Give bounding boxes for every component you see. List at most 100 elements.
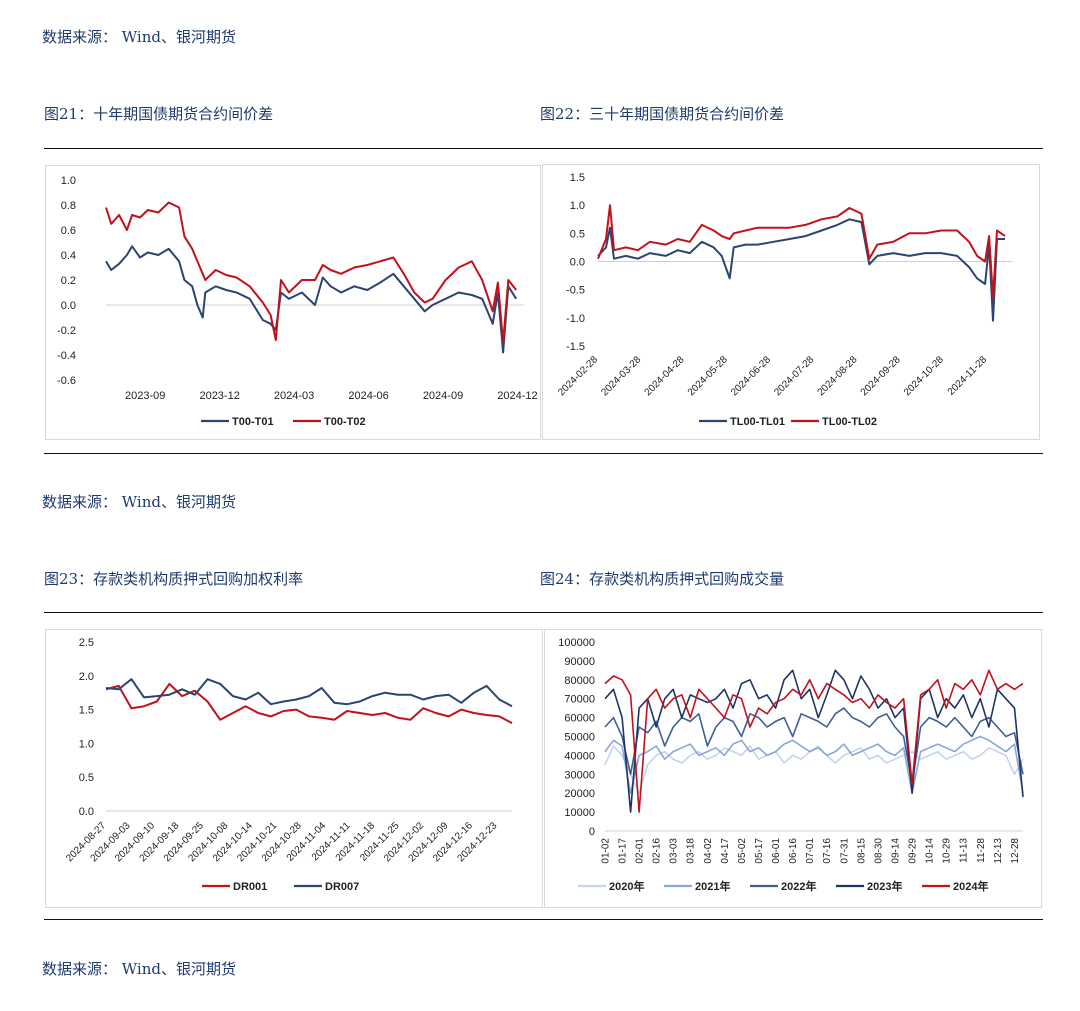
x-tick-label: 2024-03 bbox=[274, 390, 314, 402]
legend-label: TL00-TL01 bbox=[730, 416, 785, 428]
y-tick-label: 1.5 bbox=[570, 172, 585, 184]
top-rule-1 bbox=[44, 148, 1043, 149]
legend-label: DR007 bbox=[325, 881, 359, 893]
y-tick-label: 2.5 bbox=[79, 637, 94, 649]
legend-label: T00-T02 bbox=[324, 416, 366, 428]
y-tick-label: 20000 bbox=[564, 788, 595, 800]
legend-label: 2022年 bbox=[781, 879, 816, 893]
y-tick-label: -0.4 bbox=[57, 350, 76, 362]
x-tick-label: 2023-09 bbox=[125, 390, 165, 402]
y-tick-label: 0.0 bbox=[570, 257, 585, 269]
y-tick-label: 2.0 bbox=[79, 671, 94, 683]
y-tick-label: 1.0 bbox=[79, 738, 94, 750]
x-tick-label: 08-15 bbox=[856, 838, 867, 864]
series-line-2024年 bbox=[604, 669, 1024, 813]
series-line-T00-T02 bbox=[105, 201, 517, 344]
x-tick-label: 2024-12 bbox=[497, 390, 537, 402]
chart-panel-24: 100000 90000 80000 70000 60000 50000 40000 3000… bbox=[544, 629, 1042, 908]
x-tick-label: 09-14 bbox=[890, 838, 901, 864]
y-tick-label: 10000 bbox=[564, 807, 595, 819]
x-tick-label: 2023-12 bbox=[199, 390, 239, 402]
legend-label: DR001 bbox=[233, 881, 267, 893]
x-tick-label: 2024-05-28 bbox=[686, 354, 730, 398]
x-tick-label: 2024-04-28 bbox=[643, 354, 687, 398]
chart-24: 1000009000080000700006000050000400003000… bbox=[558, 637, 1024, 893]
y-tick-label: 1.0 bbox=[61, 175, 76, 187]
x-tick-label: 09-29 bbox=[908, 838, 919, 864]
y-tick-label: 70000 bbox=[564, 694, 595, 706]
x-tick-label: 03-18 bbox=[686, 838, 697, 864]
x-tick-label: 04-17 bbox=[720, 838, 731, 864]
legend-label: 2021年 bbox=[695, 879, 730, 893]
x-tick-label: 05-17 bbox=[754, 838, 765, 864]
y-tick-label: 1.5 bbox=[79, 705, 94, 717]
y-tick-label: 50000 bbox=[564, 732, 595, 744]
legend-label: T00-T01 bbox=[232, 416, 274, 428]
figure-24-title: 图24：存款类机构质押式回购成交量 bbox=[540, 570, 785, 588]
series-line-DR007 bbox=[105, 678, 513, 708]
y-tick-label: 80000 bbox=[564, 675, 595, 687]
x-tick-label: 06-01 bbox=[771, 838, 782, 864]
series-line-2021年 bbox=[604, 735, 1024, 794]
x-tick-label: 2024-03-28 bbox=[599, 354, 643, 398]
series-line-2022年 bbox=[604, 707, 1024, 785]
y-tick-label: 90000 bbox=[564, 656, 595, 668]
chart-panel-21: 1.0 0.8 0.6 0.4 0.2 0.0 -0.2 -0.4 -0.6 2023-09 202… bbox=[45, 165, 541, 440]
x-tick-label: 12-28 bbox=[1010, 838, 1021, 864]
x-tick-label: 2024-02-28 bbox=[556, 354, 600, 398]
x-tick-label: 2024-09 bbox=[423, 390, 463, 402]
x-tick-label: 11-28 bbox=[976, 838, 987, 863]
bottom-rule-1 bbox=[44, 453, 1043, 454]
data-source-1: 数据来源： Wind、银河期货 bbox=[42, 28, 236, 46]
bottom-rule-2 bbox=[44, 919, 1043, 920]
y-tick-label: 40000 bbox=[564, 750, 595, 762]
series-line-2020年 bbox=[604, 745, 1024, 794]
top-rule-2 bbox=[44, 612, 1043, 613]
x-tick-label: 08-30 bbox=[873, 838, 884, 864]
y-tick-label: -0.2 bbox=[57, 325, 76, 337]
series-line-2023年 bbox=[604, 669, 1024, 813]
chart-21: 1.0 0.8 0.6 0.4 0.2 0.0 -0.2 -0.4 -0.6 2023-09 202… bbox=[57, 175, 538, 428]
x-tick-label: 02-01 bbox=[635, 838, 646, 864]
series-line-T00-T01 bbox=[105, 245, 518, 354]
x-tick-label: 2024-10-28 bbox=[902, 354, 946, 398]
x-tick-label: 03-03 bbox=[669, 838, 680, 864]
figure-21-title: 图21：十年期国债期货合约间价差 bbox=[44, 105, 274, 123]
y-tick-label: 0.4 bbox=[61, 250, 76, 262]
data-source-2: 数据来源： Wind、银河期货 bbox=[42, 493, 236, 511]
y-tick-label: 30000 bbox=[564, 769, 595, 781]
y-tick-label: -0.6 bbox=[57, 375, 76, 387]
y-tick-label: 0.5 bbox=[570, 228, 585, 240]
series-line-TL00-TL01 bbox=[597, 218, 1005, 322]
x-tick-label: 10-14 bbox=[925, 838, 936, 864]
x-tick-label: 2024-06 bbox=[348, 390, 388, 402]
x-tick-label: 07-01 bbox=[805, 838, 816, 864]
x-tick-label: 05-02 bbox=[737, 838, 748, 864]
chart-23: 2.52.01.51.00.50.02024-08-272024-09-0320… bbox=[64, 637, 513, 893]
y-tick-label: -1.0 bbox=[566, 313, 585, 325]
legend-label: 2024年 bbox=[953, 879, 988, 893]
legend-label: TL00-TL02 bbox=[822, 416, 877, 428]
y-tick-label: 0.6 bbox=[61, 225, 76, 237]
x-tick-label: 06-16 bbox=[788, 838, 799, 864]
legend-label: 2023年 bbox=[867, 879, 902, 893]
x-tick-label: 10-29 bbox=[942, 838, 953, 864]
y-tick-label: 100000 bbox=[558, 637, 595, 649]
x-tick-label: 01-02 bbox=[600, 838, 611, 864]
figure-22-title: 图22：三十年期国债期货合约间价差 bbox=[540, 105, 785, 123]
figure-23-title: 图23：存款类机构质押式回购加权利率 bbox=[44, 570, 304, 588]
y-tick-label: 0.5 bbox=[79, 772, 94, 784]
x-tick-label: 07-31 bbox=[839, 838, 850, 864]
y-tick-label: 0.0 bbox=[79, 806, 94, 818]
x-tick-label: 2024-09-28 bbox=[859, 354, 903, 398]
x-tick-label: 2024-08-28 bbox=[816, 354, 860, 398]
x-tick-label: 11-13 bbox=[959, 838, 970, 863]
y-tick-label: 0.0 bbox=[61, 300, 76, 312]
y-tick-label: -1.5 bbox=[566, 341, 585, 353]
series-line-TL00-TL02 bbox=[597, 204, 1006, 300]
x-tick-label: 02-16 bbox=[652, 838, 663, 864]
data-source-3: 数据来源： Wind、银河期货 bbox=[42, 960, 236, 978]
chart-panel-22: 1.5 1.0 0.5 0.0 -0.5 -1.0 -1.5 2024-02-28 2024-0… bbox=[542, 164, 1040, 440]
legend-label: 2020年 bbox=[609, 879, 644, 893]
x-tick-label: 04-02 bbox=[703, 838, 714, 864]
